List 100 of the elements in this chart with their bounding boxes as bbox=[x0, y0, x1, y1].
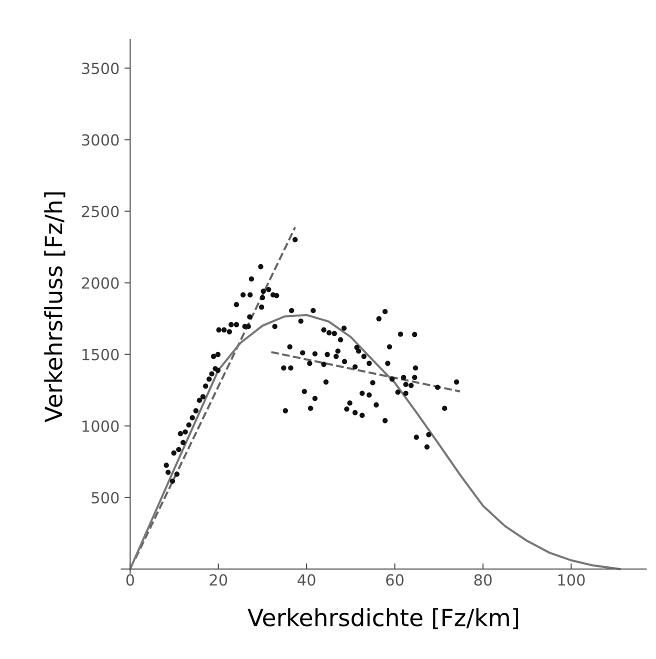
point bbox=[321, 327, 326, 333]
point bbox=[302, 388, 307, 394]
point bbox=[308, 406, 314, 411]
point bbox=[178, 431, 184, 436]
point bbox=[171, 450, 176, 456]
point bbox=[412, 332, 418, 338]
point bbox=[412, 365, 418, 371]
point bbox=[281, 365, 286, 371]
point bbox=[164, 462, 169, 468]
point bbox=[193, 408, 198, 414]
point bbox=[186, 422, 192, 428]
point bbox=[401, 374, 406, 380]
point bbox=[395, 390, 400, 395]
x-tick-label: 20 bbox=[210, 574, 228, 586]
point bbox=[403, 390, 408, 396]
point bbox=[434, 384, 440, 390]
point bbox=[310, 308, 316, 314]
point bbox=[412, 374, 418, 380]
point bbox=[292, 237, 298, 242]
point bbox=[424, 444, 430, 450]
point bbox=[385, 360, 390, 366]
point bbox=[342, 358, 348, 364]
point bbox=[312, 351, 318, 356]
point bbox=[215, 368, 221, 374]
point bbox=[298, 318, 304, 324]
point bbox=[326, 330, 332, 336]
point bbox=[248, 276, 254, 282]
point bbox=[282, 408, 288, 414]
y-tick-label: 3500 bbox=[82, 62, 119, 74]
point bbox=[360, 390, 365, 396]
point bbox=[166, 470, 171, 475]
y-tick-label: 3000 bbox=[82, 134, 119, 146]
point bbox=[234, 302, 240, 308]
point bbox=[228, 322, 234, 328]
point bbox=[360, 412, 365, 418]
point bbox=[248, 292, 253, 298]
point bbox=[288, 365, 294, 371]
point bbox=[390, 376, 395, 382]
point bbox=[170, 478, 176, 484]
point bbox=[382, 418, 388, 424]
point bbox=[408, 382, 414, 388]
point bbox=[266, 286, 272, 292]
point bbox=[287, 344, 292, 350]
point bbox=[352, 410, 358, 416]
point bbox=[182, 429, 188, 435]
point bbox=[226, 329, 232, 334]
x-axis-title: Verkehrsdichte [Fz/km] bbox=[248, 608, 518, 630]
point bbox=[260, 288, 266, 294]
point bbox=[442, 406, 448, 411]
line-series bbox=[129, 314, 621, 570]
point bbox=[240, 292, 246, 298]
point bbox=[366, 360, 372, 366]
point bbox=[347, 400, 352, 406]
x-tick-label: 0 bbox=[126, 574, 134, 586]
x-tick-label: 100 bbox=[558, 574, 585, 586]
point bbox=[352, 364, 358, 370]
point bbox=[374, 402, 379, 408]
y-axis-title: Verkehrsfluss [Fz/h] bbox=[44, 192, 66, 422]
point bbox=[180, 440, 186, 446]
point bbox=[426, 432, 432, 438]
point bbox=[174, 472, 180, 477]
point bbox=[324, 352, 330, 358]
point bbox=[215, 352, 221, 358]
point bbox=[300, 350, 306, 356]
point bbox=[332, 330, 337, 336]
point bbox=[344, 406, 350, 412]
point bbox=[307, 360, 312, 366]
point bbox=[196, 398, 202, 403]
point bbox=[209, 371, 214, 376]
point bbox=[386, 344, 392, 350]
point bbox=[200, 394, 206, 400]
point bbox=[247, 314, 252, 320]
point bbox=[338, 337, 344, 342]
point bbox=[259, 304, 264, 310]
point bbox=[190, 415, 195, 420]
point bbox=[414, 434, 419, 440]
x-tick-label: 60 bbox=[386, 574, 404, 586]
point bbox=[272, 324, 278, 330]
point bbox=[321, 362, 326, 367]
x-tick-label: 40 bbox=[298, 574, 316, 586]
point bbox=[376, 316, 382, 322]
point bbox=[312, 396, 318, 402]
point bbox=[288, 308, 294, 314]
point bbox=[202, 384, 208, 389]
point bbox=[210, 354, 216, 359]
point bbox=[335, 348, 340, 354]
y-tick-label: 1500 bbox=[82, 348, 119, 360]
point bbox=[398, 332, 404, 337]
point bbox=[366, 392, 372, 398]
point bbox=[356, 348, 362, 354]
y-tick-label: 2500 bbox=[82, 206, 119, 218]
point bbox=[341, 326, 347, 331]
point bbox=[323, 379, 329, 385]
point bbox=[361, 354, 367, 359]
x-tick-label: 80 bbox=[474, 574, 492, 586]
point bbox=[176, 446, 182, 452]
point bbox=[454, 379, 460, 385]
point bbox=[222, 327, 227, 333]
point bbox=[216, 327, 222, 333]
point bbox=[234, 322, 240, 328]
